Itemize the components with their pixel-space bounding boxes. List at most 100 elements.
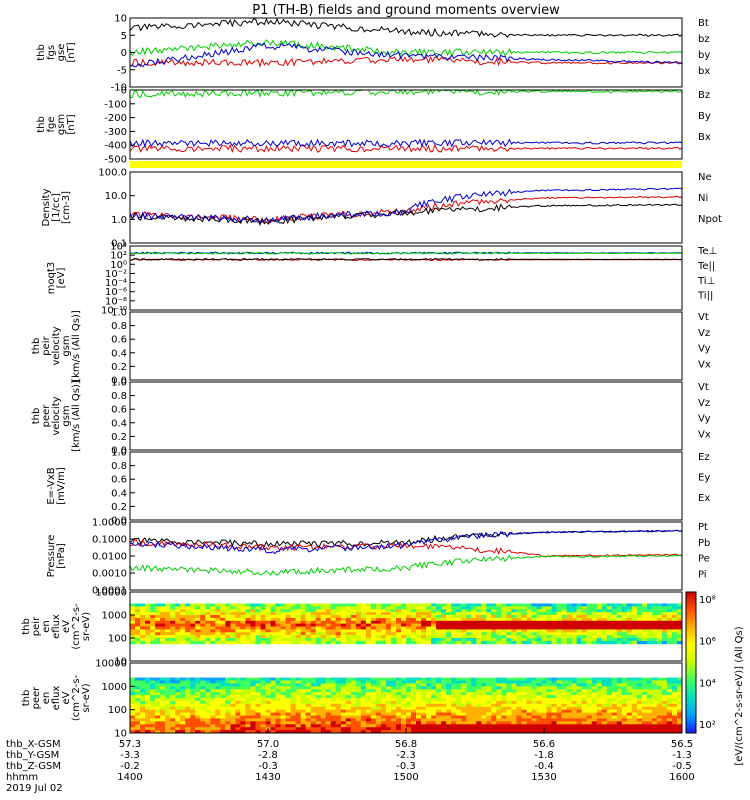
heatmap-cell [245,612,251,616]
heatmap-cell [556,615,562,619]
heatmap-cell [150,677,156,681]
heatmap-cell [130,629,136,633]
heatmap-cell [280,689,286,693]
heatmap-cell [315,623,322,627]
heatmap-cell [185,635,191,639]
heatmap-cell [225,620,231,625]
heatmap-cell [255,609,261,613]
heatmap-cell [461,640,467,645]
heatmap-cell [496,712,502,716]
heatmap-cell [456,638,462,642]
heatmap-cell [486,730,492,734]
heatmap-cell [295,718,301,722]
heatmap-cell [566,626,572,630]
heatmap-cell [511,715,517,719]
heatmap-cell [501,606,507,610]
heatmap-cell [340,689,347,693]
heatmap-cell [180,703,186,708]
heatmap-cell [591,689,598,693]
heatmap-cell [185,603,191,607]
heatmap-cell [581,609,587,613]
heatmap-cell [350,706,357,711]
heatmap-cell [225,623,231,627]
heatmap-cell [511,640,517,645]
heatmap-cell [651,712,658,716]
heatmap-cell [370,617,377,622]
heatmap-cell [516,718,522,722]
heatmap-cell [606,715,613,719]
heatmap-cell [330,698,337,702]
heatmap-cell [441,715,447,719]
heatmap-cell [240,695,246,699]
heatmap-cell [265,700,271,705]
heatmap-cell [551,692,557,696]
heatmap-cell [521,626,527,630]
heatmap-cell [245,703,251,708]
heatmap-cell [536,730,542,734]
heatmap-cell [466,718,472,722]
heatmap-cell [421,721,427,725]
heatmap-cell [536,617,542,622]
heatmap-cell [516,724,522,728]
heatmap-cell [280,695,286,699]
heatmap-cell [606,703,613,708]
heatmap-cell [335,724,342,728]
heatmap-cell [416,695,422,699]
heatmap-cell [155,712,161,716]
heatmap-cell [446,606,452,610]
heatmap-cell [295,606,301,610]
heatmap-cell [476,640,482,645]
y-axis-label-line: thb [21,618,32,635]
heatmap-cell [215,706,221,711]
heatmap-cell [270,677,276,681]
heatmap-cell [160,680,166,684]
heatmap-cell [566,620,572,625]
heatmap-cell [165,612,171,616]
y-tick-label: 0.2 [111,362,127,373]
heatmap-cell [300,680,306,684]
heatmap-cell [446,615,452,619]
heatmap-cell [566,606,572,610]
heatmap-cell [175,695,181,699]
heatmap-cell [541,703,547,708]
heatmap-cell [616,606,623,610]
heatmap-cell [265,683,271,687]
heatmap-cell [270,612,276,616]
heatmap-cell [431,730,437,734]
heatmap-cell [396,689,402,693]
heatmap-cell [546,638,552,642]
heatmap-cell [672,680,678,684]
heatmap-cell [656,683,663,687]
heatmap-cell [416,683,422,687]
heatmap-cell [220,620,226,625]
heatmap-cell [591,680,598,684]
heatmap-cell [456,612,462,616]
heatmap-cell [541,620,547,625]
heatmap-cell [461,680,467,684]
heatmap-cell [461,695,467,699]
heatmap-cell [646,718,653,722]
heatmap-cell [636,603,643,607]
heatmap-cell [416,623,422,627]
heatmap-cell [416,724,422,728]
heatmap-cell [295,638,301,642]
heatmap-cell [481,692,487,696]
heatmap-cell [285,715,291,719]
heatmap-cell [205,692,211,696]
heatmap-cell [290,730,296,734]
heatmap-cell [360,698,367,702]
heatmap-cell [135,629,141,633]
heatmap-cell [195,709,201,713]
heatmap-cell [411,703,417,708]
heatmap-cell [536,623,542,627]
heatmap-cell [355,686,362,690]
heatmap-cell [421,632,427,636]
heatmap-cell [446,620,452,625]
heatmap-cell [390,603,397,607]
heatmap-cell [481,683,487,687]
heatmap-cell [375,623,382,627]
heatmap-cell [616,727,623,731]
heatmap-cell [380,703,387,708]
heatmap-cell [270,721,276,725]
heatmap-cell [315,695,322,699]
